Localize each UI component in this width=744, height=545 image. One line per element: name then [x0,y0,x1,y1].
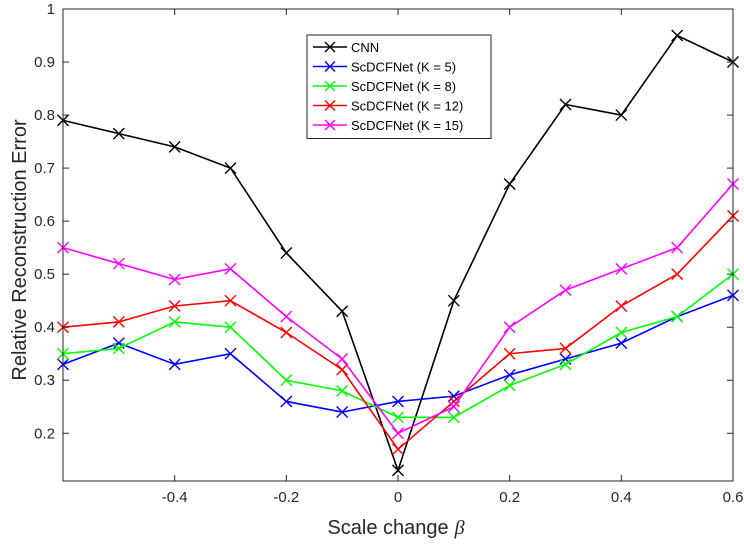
x-axis-title-symbol: β [454,517,465,539]
legend-label: ScDCFNet (K = 5) [351,60,456,75]
data-point-marker [615,337,628,350]
data-point-marker [559,342,572,355]
data-point-marker [615,299,628,312]
data-point-marker [392,411,404,424]
data-point-marker [503,321,516,334]
y-tick-label: 0.7 [34,160,55,177]
data-point-marker [280,374,293,387]
data-point-marker [112,127,125,140]
data-point-marker [168,299,181,312]
y-tick-label: 0.4 [34,319,55,336]
data-point-marker [392,395,404,408]
data-point-marker [336,363,349,376]
x-tick-label: -0.2 [273,489,299,506]
data-point-marker [671,268,684,281]
data-point-marker [280,246,293,259]
series-4 [57,178,739,440]
data-point-marker [447,294,460,307]
data-point-marker [559,98,572,111]
legend: CNN ScDCFNet (K = 5) ScDCFNet (K = 8) ScDCF… [306,34,492,139]
y-tick-label: 0.5 [34,266,55,283]
x-tick-label: 0.2 [499,489,520,506]
x-tick-label: 0.4 [611,489,632,506]
data-point-marker [168,315,181,328]
data-point-marker [671,29,684,42]
data-point-marker [336,406,349,419]
data-point-marker [392,443,404,456]
legend-label: ScDCFNet (K = 15) [351,118,463,133]
data-point-marker [224,321,237,334]
legend-marker [324,41,336,53]
data-point-marker [447,390,460,403]
x-tick-label: 0.6 [723,489,744,506]
legend-label: ScDCFNet (K = 12) [351,99,463,114]
y-tick-label: 0.6 [34,213,55,230]
y-tick-label: 0.3 [34,372,55,389]
legend-entry: ScDCFNet (K = 12) [313,99,463,114]
legend-label: ScDCFNet (K = 8) [351,79,456,94]
data-point-marker [559,358,572,371]
data-point-marker [168,273,181,286]
data-point-marker [392,427,404,440]
data-point-marker [112,315,125,328]
data-point-marker [336,305,349,318]
legend-entry: ScDCFNet (K = 5) [313,60,456,75]
legend-marker [324,119,336,131]
data-point-marker [559,284,572,297]
data-point-marker [503,347,516,360]
ticks-layer: -0.4 -0.2 0 0.2 0.4 0.6 0.2 0.3 0.4 0.5 0.6 0.7 0.8 0… [34,1,743,506]
series-layer [57,29,739,477]
data-point-marker [447,400,460,413]
x-axis-title-text: Scale change [327,517,448,539]
data-point-marker [224,347,237,360]
x-axis-title: Scale change β [327,517,464,539]
data-point-marker [671,241,684,254]
data-point-marker [615,326,628,339]
data-point-marker [336,384,349,397]
data-point-marker [615,262,628,275]
x-tick-label: 0 [394,489,402,506]
legend-entry: ScDCFNet (K = 15) [313,118,463,133]
x-tick-label: -0.4 [162,489,188,506]
data-point-marker [224,162,237,175]
y-tick-label: 0.8 [34,107,55,124]
y-tick-label: 1 [47,1,55,18]
data-point-marker [168,358,181,371]
data-point-marker [224,294,237,307]
data-point-marker [615,109,628,122]
data-point-marker [336,353,349,366]
data-point-marker [280,310,293,323]
series-0 [57,29,739,477]
y-tick-label: 0.2 [34,425,55,442]
data-point-marker [392,464,404,477]
data-point-marker [280,326,293,339]
y-axis-title: Relative Reconstruction Error [9,119,31,381]
data-point-marker [447,411,460,424]
y-tick-label: 0.9 [34,54,55,71]
data-point-marker [280,395,293,408]
legend-entry: CNN [313,40,379,55]
data-point-marker [503,368,516,381]
legend-marker [324,100,336,111]
data-point-marker [112,342,125,355]
data-point-marker [224,262,237,275]
data-point-marker [503,178,516,191]
data-point-marker [447,395,460,408]
data-point-marker [503,379,516,392]
legend-entry: ScDCFNet (K = 8) [313,79,456,94]
legend-label: CNN [351,40,379,55]
data-point-marker [671,310,684,323]
legend-marker [324,61,336,72]
data-point-marker [168,140,181,153]
data-point-marker [112,257,125,270]
series-1 [57,289,739,419]
legend-marker [324,80,336,92]
